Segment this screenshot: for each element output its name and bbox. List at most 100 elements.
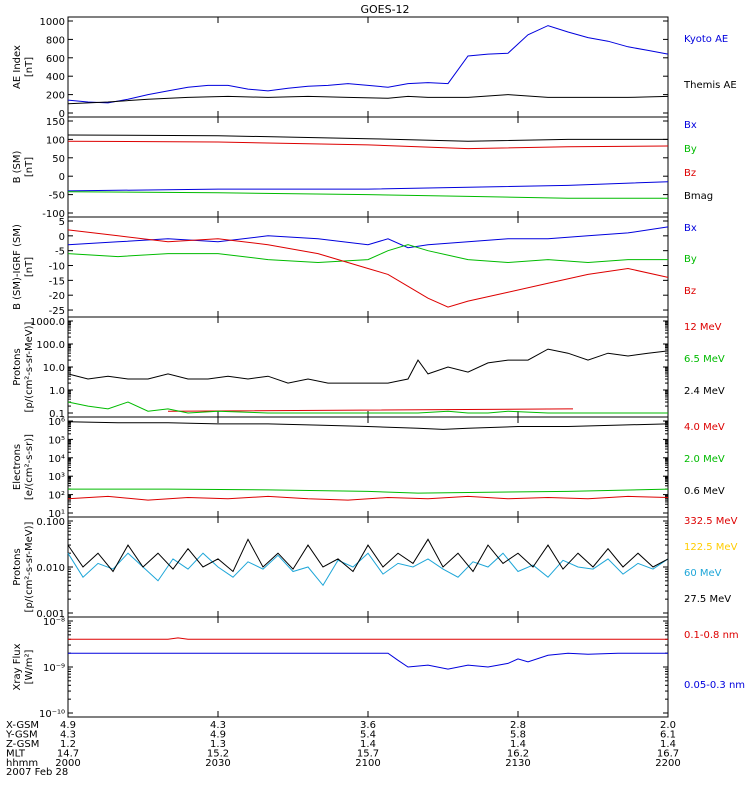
- legend-entry: 0.6 MeV: [684, 486, 725, 497]
- series-line-2-0-mev: [68, 488, 669, 494]
- y-tick-label: 800: [46, 35, 65, 46]
- x-row-value: 16.7: [657, 749, 679, 760]
- y-tick-label: 10⁵: [48, 435, 65, 446]
- x-row-value: 16.2: [507, 749, 529, 760]
- legend-entry: Bz: [684, 286, 696, 297]
- legend-entry: 332.5 MeV: [684, 516, 738, 527]
- series-line-themis-ae: [67, 94, 669, 105]
- series-line-bx: [67, 226, 669, 249]
- legend-entry: By: [684, 144, 697, 155]
- y-tick-label: 5: [59, 217, 65, 228]
- y-tick-label: -20: [49, 291, 65, 302]
- series-line-by: [67, 191, 668, 199]
- legend-entry: Bx: [684, 223, 697, 234]
- y-tick-label: 10²: [48, 491, 65, 502]
- x-row-value: 3.6: [360, 720, 376, 731]
- x-row-value: 1.3: [210, 739, 226, 750]
- y-tick-label: 1000: [40, 17, 65, 28]
- y-axis-units: [p/(cm²-s-sr-MeV)]: [24, 521, 35, 612]
- legend-entry: 6.5 MeV: [684, 354, 725, 365]
- y-tick-label: 50: [52, 154, 65, 165]
- x-row-value: 4.3: [210, 720, 226, 731]
- x-row-label: MLT: [6, 749, 26, 760]
- x-row-value: 2200: [655, 758, 680, 769]
- series-line-0-6-mev: [67, 421, 669, 430]
- y-tick-label: 10⁻¹⁰: [39, 709, 65, 720]
- y-tick-label: 0.1: [49, 409, 65, 420]
- y-tick-label: 10⁻⁹: [43, 663, 65, 674]
- y-tick-label: 0: [59, 109, 65, 120]
- x-row-value: 6.1: [660, 730, 676, 741]
- y-axis-units: [nT]: [24, 157, 35, 177]
- x-row-value: 1.2: [60, 739, 76, 750]
- x-axis-table: X-GSM 4.9 4.3 3.6 2.8 2.0Y-GSM 4.3 4.9 5.4 5.8 6.1…: [5, 720, 681, 769]
- y-tick-label: 600: [46, 54, 65, 65]
- y-axis-label: B (SM)-IGRF (SM): [12, 224, 23, 310]
- series-line-kyoto-ae: [67, 25, 669, 104]
- x-row-value: 5.8: [510, 730, 526, 741]
- y-tick-label: 1000.0: [30, 317, 65, 328]
- y-tick-label: 0.001: [36, 609, 65, 620]
- legend-entry: 2.4 MeV: [684, 386, 725, 397]
- y-tick-label: -100: [42, 209, 65, 220]
- y-axis-label: AE Index: [12, 45, 23, 89]
- legend-entry: 2.0 MeV: [684, 454, 725, 465]
- panel-frame: [67, 616, 669, 718]
- series-line-bx: [67, 181, 669, 192]
- y-tick-label: 10.0: [43, 363, 65, 374]
- y-axis-label: B (SM): [12, 150, 23, 183]
- y-tick-label: 150: [46, 117, 65, 128]
- y-axis-units: [nT]: [24, 257, 35, 277]
- x-row-value: 2030: [205, 758, 230, 769]
- y-axis-units: [e/(cm²-s-sr)]: [24, 434, 35, 500]
- panel-xray: 10⁻¹⁰ 10⁻⁹ 10⁻⁸ Xray Flux [W/m²] 0.1-0.8 nm 0.…: [12, 616, 745, 720]
- x-row-value: 15.7: [357, 749, 379, 760]
- y-tick-label: 10³: [48, 472, 65, 483]
- panel-frame: [67, 216, 669, 318]
- y-tick-label: -25: [49, 306, 65, 317]
- legend-entry: Themis AE: [683, 80, 737, 91]
- panel-frame: [67, 316, 669, 418]
- y-tick-label: 100.0: [36, 340, 65, 351]
- y-tick-label: 0: [59, 232, 65, 243]
- series-line-0-05-0-3-nm: [68, 652, 668, 670]
- date-label: 2007 Feb 28: [6, 767, 68, 778]
- series-line-bz: [67, 140, 669, 150]
- legend-entry: Bmag: [684, 191, 713, 202]
- series-line-6-5-mev: [67, 401, 668, 414]
- panel-frame: [67, 116, 669, 218]
- x-row-label: Z-GSM: [6, 739, 39, 750]
- x-row-value: 2100: [355, 758, 380, 769]
- x-row-label: Y-GSM: [5, 730, 38, 741]
- series-line-bz: [67, 229, 669, 308]
- y-tick-label: 10⁴: [48, 454, 65, 465]
- x-row-value: 1.4: [360, 739, 376, 750]
- legend-entry: Bz: [684, 168, 696, 179]
- y-tick-label: 0.010: [36, 563, 65, 574]
- y-tick-label: 100: [46, 135, 65, 146]
- x-row-value: 2000: [55, 758, 80, 769]
- y-tick-label: 200: [46, 91, 65, 102]
- x-row-label: X-GSM: [6, 720, 39, 731]
- legend-entry: Bx: [684, 120, 697, 131]
- panel-bsm: -100 -50 0 50 100 150 B (SM) [nT] Bx By Bz Bmag: [12, 116, 713, 220]
- panel-ae: 0 200 400 600 800 1000 AE Index [nT] Kyoto AE The…: [12, 16, 737, 120]
- legend-entry: 0.1-0.8 nm: [684, 630, 739, 641]
- y-tick-label: 10¹: [48, 509, 65, 520]
- x-row-value: 2.8: [510, 720, 526, 731]
- x-row-value: 4.9: [60, 720, 76, 731]
- legend-entry: Kyoto AE: [684, 34, 728, 45]
- panel-frame: [67, 416, 669, 518]
- panel-electrons: 10¹ 10² 10³ 10⁴ 10⁵ 10⁶ Electrons [e/(cm²-s-sr)…: [12, 416, 725, 520]
- x-row-value: 1.4: [660, 739, 676, 750]
- x-row-value: 1.4: [510, 739, 526, 750]
- series-line-bmag: [67, 134, 668, 142]
- y-axis-units: [p/(cm²-s-sr-MeV)]: [24, 321, 35, 412]
- y-tick-label: -50: [49, 191, 65, 202]
- y-axis-units: [W/m²]: [24, 649, 35, 684]
- y-tick-label: 400: [46, 72, 65, 83]
- x-row-value: 2130: [505, 758, 530, 769]
- series-line-2-4-mev: [67, 348, 669, 384]
